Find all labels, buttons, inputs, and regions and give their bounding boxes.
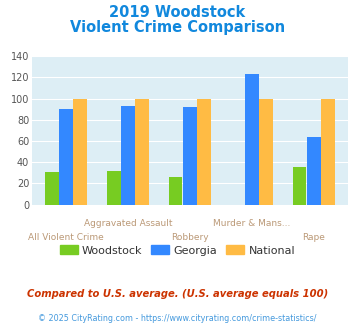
- Bar: [169, 177, 182, 205]
- Bar: [45, 172, 59, 205]
- Bar: [73, 99, 87, 205]
- Bar: [321, 99, 335, 205]
- Legend: Woodstock, Georgia, National: Woodstock, Georgia, National: [55, 241, 300, 260]
- Bar: [293, 168, 306, 205]
- Text: Compared to U.S. average. (U.S. average equals 100): Compared to U.S. average. (U.S. average …: [27, 289, 328, 299]
- Bar: [259, 99, 273, 205]
- Text: All Violent Crime: All Violent Crime: [28, 233, 104, 242]
- Bar: [307, 137, 321, 205]
- Text: Aggravated Assault: Aggravated Assault: [84, 219, 172, 228]
- Bar: [107, 171, 121, 205]
- Text: Murder & Mans...: Murder & Mans...: [213, 219, 290, 228]
- Bar: [197, 99, 211, 205]
- Text: Violent Crime Comparison: Violent Crime Comparison: [70, 20, 285, 35]
- Text: Robbery: Robbery: [171, 233, 209, 242]
- Bar: [183, 107, 197, 205]
- Bar: [121, 106, 135, 205]
- Bar: [59, 109, 73, 205]
- Bar: [245, 74, 259, 205]
- Text: © 2025 CityRating.com - https://www.cityrating.com/crime-statistics/: © 2025 CityRating.com - https://www.city…: [38, 314, 317, 323]
- Text: Rape: Rape: [302, 233, 325, 242]
- Bar: [135, 99, 149, 205]
- Text: 2019 Woodstock: 2019 Woodstock: [109, 5, 246, 20]
